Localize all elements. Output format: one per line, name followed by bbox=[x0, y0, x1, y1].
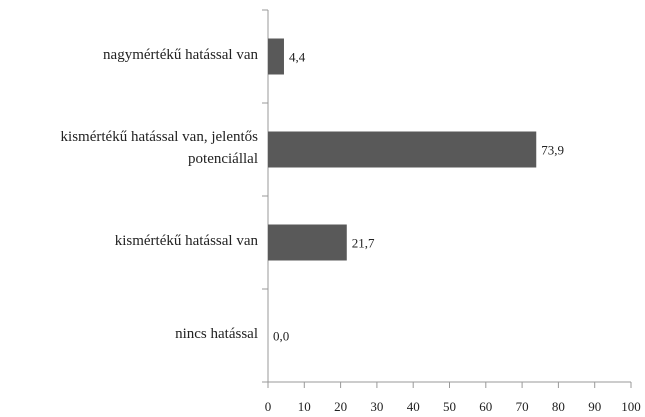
category-label: nincs hatással bbox=[175, 325, 258, 342]
value-label: 0,0 bbox=[273, 328, 289, 343]
value-label: 4,4 bbox=[289, 49, 306, 64]
x-tick-label: 60 bbox=[479, 399, 492, 414]
value-label: 21,7 bbox=[352, 235, 375, 250]
x-tick-label: 20 bbox=[334, 399, 347, 414]
x-tick-label: 40 bbox=[407, 399, 420, 414]
x-tick-label: 0 bbox=[265, 399, 272, 414]
x-tick-label: 80 bbox=[552, 399, 565, 414]
category-label: nagymértékű hatással van bbox=[103, 46, 258, 63]
category-label: kismértékű hatással van bbox=[114, 232, 258, 249]
bar bbox=[268, 224, 347, 261]
bar bbox=[268, 38, 284, 75]
category-label: kismértékű hatással van, jelentős potenc… bbox=[60, 128, 258, 167]
value-label: 73,9 bbox=[541, 142, 564, 157]
bar bbox=[268, 131, 537, 168]
x-tick-label: 70 bbox=[516, 399, 529, 414]
x-tick-label: 50 bbox=[443, 399, 456, 414]
x-tick-label: 90 bbox=[588, 399, 601, 414]
x-tick-label: 10 bbox=[298, 399, 311, 414]
x-tick-label: 30 bbox=[370, 399, 383, 414]
x-tick-label: 100 bbox=[621, 399, 641, 414]
